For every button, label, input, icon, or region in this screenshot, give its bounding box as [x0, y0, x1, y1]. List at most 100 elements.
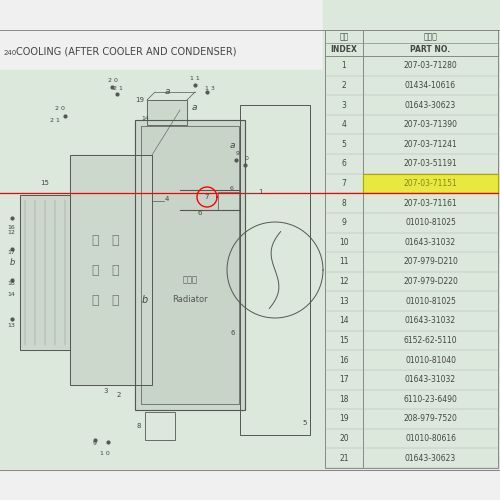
Text: 井: 井 [111, 264, 119, 276]
Text: 13: 13 [7, 323, 15, 328]
Text: 7: 7 [342, 179, 346, 188]
Bar [363, 174, 498, 194]
Text: 01643-31032: 01643-31032 [405, 238, 456, 247]
Bar [135, 120, 245, 410]
Bar [240, 105, 310, 435]
Bar [70, 155, 152, 385]
Text: 18: 18 [7, 281, 15, 286]
Text: b: b [142, 295, 148, 305]
Text: 15: 15 [339, 336, 349, 345]
Text: 井: 井 [91, 294, 99, 306]
Bar [0, 0, 500, 70]
Text: 3: 3 [342, 100, 346, 110]
Text: 2 1: 2 1 [50, 118, 60, 123]
Bar [145, 412, 175, 440]
Text: 0: 0 [245, 156, 249, 161]
Text: 6152-62-5110: 6152-62-5110 [404, 336, 458, 345]
Text: 1 3: 1 3 [205, 86, 215, 91]
Text: 20: 20 [339, 434, 349, 443]
Text: 01010-81025: 01010-81025 [405, 218, 456, 228]
Text: 12: 12 [7, 230, 15, 235]
Text: 10: 10 [339, 238, 349, 247]
Text: 9: 9 [236, 151, 240, 156]
Text: 01643-31032: 01643-31032 [405, 375, 456, 384]
Text: 6110-23-6490: 6110-23-6490 [404, 395, 458, 404]
Text: 21: 21 [339, 454, 349, 462]
Text: 01434-10616: 01434-10616 [405, 81, 456, 90]
Text: 01010-81025: 01010-81025 [405, 296, 456, 306]
Text: 207-03-51191: 207-03-51191 [404, 160, 458, 168]
Text: 01643-30623: 01643-30623 [405, 100, 456, 110]
Bar [141, 126, 239, 404]
Text: 5: 5 [303, 420, 307, 426]
Text: 2 1: 2 1 [113, 86, 123, 91]
Text: 01010-81040: 01010-81040 [405, 356, 456, 364]
Text: 散热器: 散热器 [182, 275, 198, 284]
Text: 3: 3 [104, 388, 108, 394]
Text: 井: 井 [91, 264, 99, 276]
Bar [70, 155, 152, 385]
Bar [135, 120, 245, 410]
Bar [20, 195, 70, 350]
Text: 14: 14 [7, 292, 15, 296]
Text: 207-03-71151: 207-03-71151 [404, 179, 458, 188]
Text: 16: 16 [339, 356, 349, 364]
Text: COOLING (AFTER COOLER AND CONDENSER): COOLING (AFTER COOLER AND CONDENSER) [16, 46, 236, 56]
Text: 17: 17 [339, 375, 349, 384]
Text: 6: 6 [230, 330, 235, 336]
Text: a: a [229, 140, 235, 149]
Text: 207-03-71390: 207-03-71390 [404, 120, 458, 129]
Bar [218, 192, 240, 210]
Text: 01010-80616: 01010-80616 [405, 434, 456, 443]
Text: 9: 9 [342, 218, 346, 228]
Text: 6: 6 [198, 210, 202, 216]
Text: 1 1: 1 1 [190, 76, 200, 81]
Text: 12: 12 [339, 277, 349, 286]
Text: 6: 6 [342, 160, 346, 168]
Text: 4: 4 [342, 120, 346, 129]
Text: 序号: 序号 [340, 32, 348, 41]
Text: 19: 19 [136, 97, 144, 103]
Text: 5: 5 [342, 140, 346, 149]
Bar [147, 100, 187, 125]
Text: 208-979-7520: 208-979-7520 [404, 414, 458, 424]
Text: 件　号: 件 号 [424, 32, 438, 41]
Text: 15: 15 [40, 180, 50, 186]
Text: a: a [192, 103, 198, 112]
Text: 13: 13 [339, 296, 349, 306]
Bar [218, 192, 240, 210]
Text: 6: 6 [230, 186, 234, 191]
Text: 2 0: 2 0 [55, 106, 65, 111]
Text: 4: 4 [165, 196, 169, 202]
Text: 207-03-71280: 207-03-71280 [404, 62, 458, 70]
Text: 240: 240 [4, 50, 17, 56]
Text: 18: 18 [339, 395, 349, 404]
Bar [363, 174, 498, 194]
Text: 01643-30623: 01643-30623 [405, 454, 456, 462]
Bar [0, 70, 323, 470]
Bar [141, 126, 239, 404]
Text: 2 0: 2 0 [108, 78, 118, 83]
Bar [147, 100, 187, 125]
Text: 19: 19 [339, 414, 349, 424]
Text: 16: 16 [7, 225, 15, 230]
Text: 207-979-D210: 207-979-D210 [403, 258, 458, 266]
Text: 井: 井 [111, 234, 119, 246]
Text: Radiator: Radiator [172, 296, 208, 304]
Text: 井: 井 [111, 294, 119, 306]
Text: 01643-31032: 01643-31032 [405, 316, 456, 326]
Bar [240, 105, 310, 435]
Text: 7: 7 [205, 194, 209, 200]
Text: 8: 8 [136, 423, 141, 429]
Text: INDEX: INDEX [330, 45, 357, 54]
Text: 1: 1 [258, 190, 262, 196]
Text: a: a [164, 88, 170, 96]
Text: PART NO.: PART NO. [410, 45, 451, 54]
Text: 1 0: 1 0 [100, 451, 110, 456]
Bar [20, 195, 70, 350]
Text: 11: 11 [339, 258, 349, 266]
Text: 井: 井 [91, 234, 99, 246]
Text: 17: 17 [7, 250, 15, 255]
Text: 207-979-D220: 207-979-D220 [403, 277, 458, 286]
Text: 9: 9 [93, 441, 97, 446]
